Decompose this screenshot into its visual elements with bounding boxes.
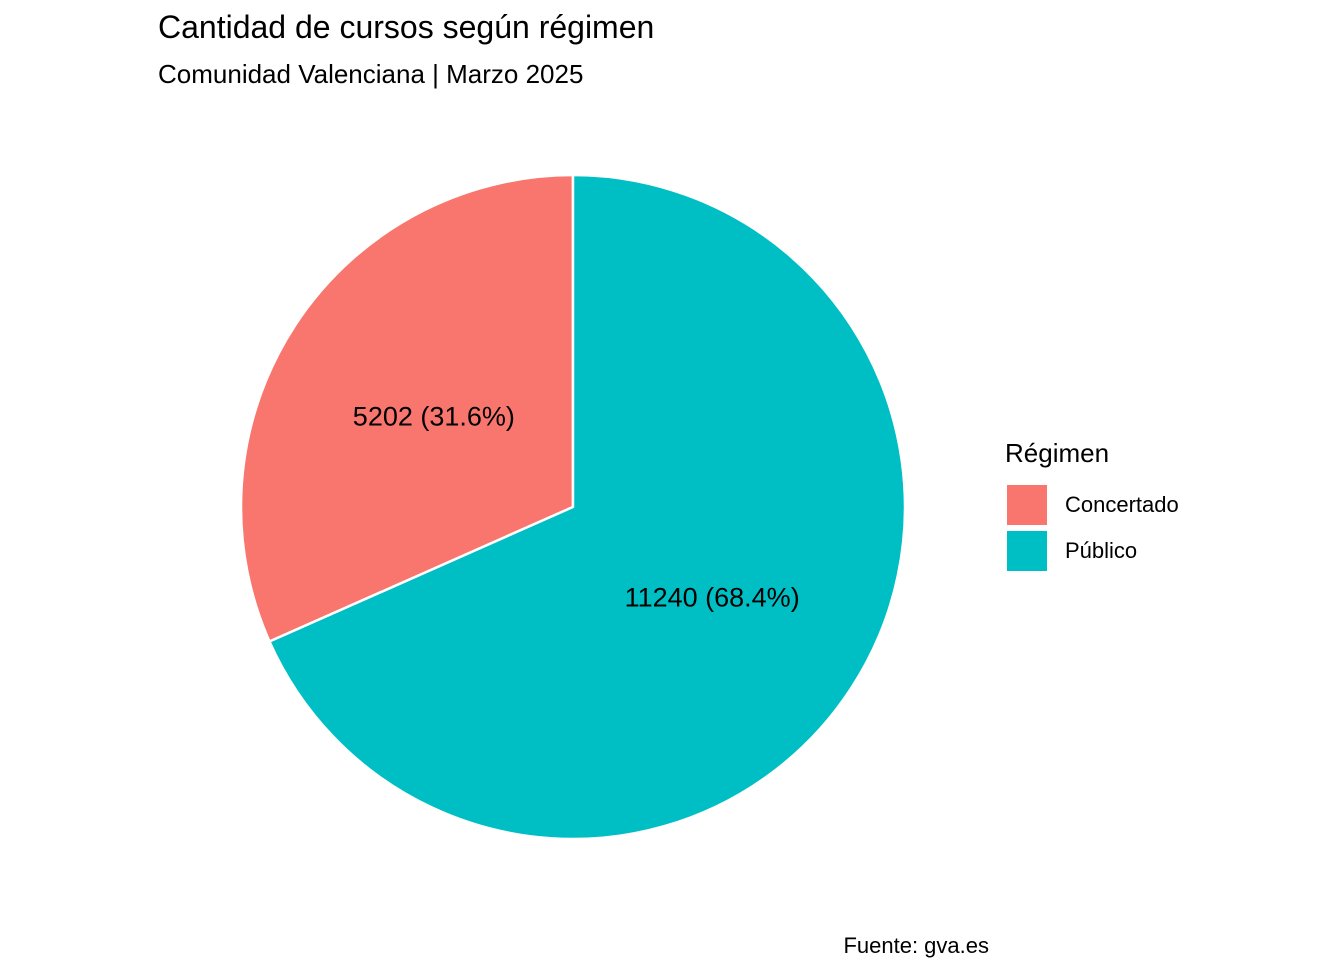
legend-label-publico: Público bbox=[1065, 538, 1138, 563]
pie-slice-label: 11240 (68.4%) bbox=[625, 583, 800, 613]
legend-item-publico: Público bbox=[1005, 528, 1179, 574]
legend-title: Régimen bbox=[1005, 438, 1110, 468]
legend-item-concertado: Concertado bbox=[1005, 482, 1179, 528]
pie-slice-publico bbox=[268, 173, 907, 841]
pie-slices bbox=[239, 173, 907, 841]
legend-label-concertado: Concertado bbox=[1065, 492, 1179, 517]
legend-key-publico bbox=[1007, 531, 1047, 571]
legend-key-concertado bbox=[1007, 485, 1047, 525]
chart-title: Cantidad de cursos según régimen bbox=[158, 9, 655, 45]
chart-subtitle: Comunidad Valenciana | Marzo 2025 bbox=[158, 59, 584, 89]
chart-caption: Fuente: gva.es bbox=[843, 933, 989, 958]
pie-slice-concertado bbox=[239, 173, 575, 643]
pie-slice-labels: 5202 (31.6%) 11240 (68.4%) bbox=[353, 401, 800, 612]
pie-slice-label: 5202 (31.6%) bbox=[353, 401, 515, 431]
legend: Régimen Concertado Público bbox=[1005, 438, 1179, 574]
